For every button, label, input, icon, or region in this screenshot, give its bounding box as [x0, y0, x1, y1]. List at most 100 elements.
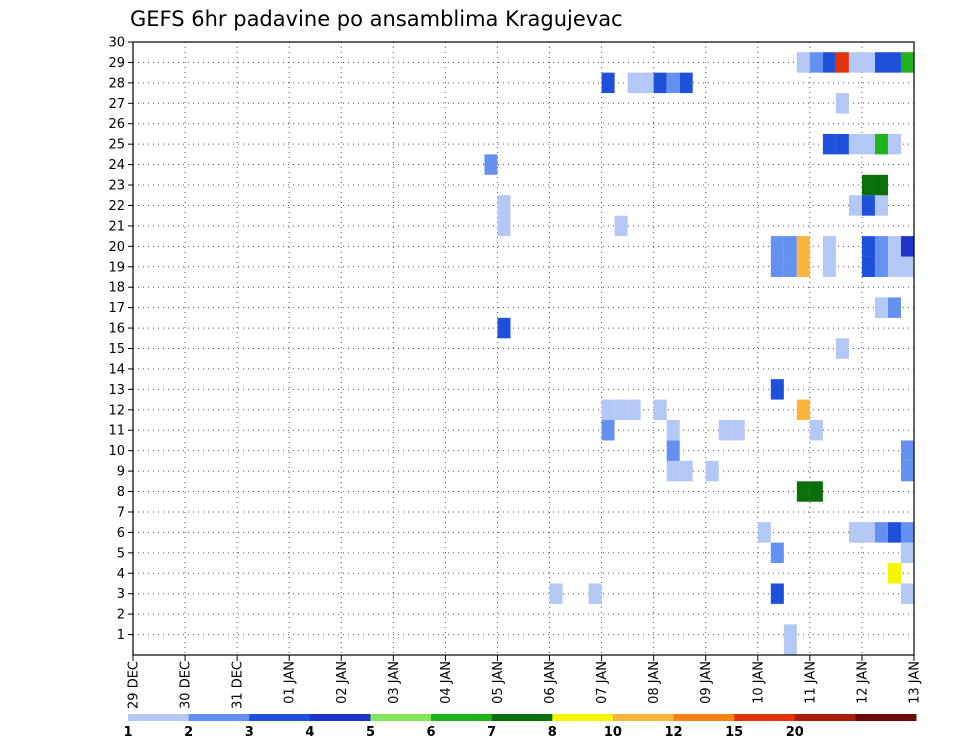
y-tick-label: 30: [108, 36, 125, 51]
x-tick-label: 30 DEC: [179, 661, 194, 709]
x-tick-label: 04 JAN: [439, 661, 454, 704]
legend-label: 7: [487, 725, 496, 740]
precip-cell: [783, 256, 797, 277]
precip-cell: [835, 338, 849, 359]
precip-cell: [640, 72, 654, 94]
y-tick-label: 4: [117, 567, 125, 582]
y-tick-label: 29: [108, 56, 125, 71]
y-tick-label: 24: [108, 158, 125, 173]
precip-cell: [861, 195, 875, 216]
precip-cell: [757, 522, 771, 543]
y-tick-label: 7: [117, 505, 125, 520]
precip-cell: [848, 133, 862, 155]
x-tick-label: 08 JAN: [647, 661, 662, 704]
legend-label: 10: [604, 725, 622, 740]
legend-swatch: [612, 714, 675, 721]
precip-cell: [835, 52, 849, 73]
y-tick-label: 9: [117, 465, 125, 480]
legend-label: 8: [548, 725, 557, 740]
precip-cell: [497, 317, 511, 339]
x-tick-label: 07 JAN: [595, 661, 610, 704]
y-tick-label: 26: [108, 117, 125, 132]
precip-cell: [900, 440, 914, 461]
x-tick-label: 13 JAN: [908, 661, 923, 704]
precip-cell: [874, 174, 888, 196]
precip-cell: [848, 52, 862, 73]
precip-cell: [627, 399, 641, 421]
precip-cell: [848, 522, 862, 543]
y-tick-label: 3: [117, 587, 125, 602]
legend-label: 1: [123, 725, 132, 740]
precip-cell: [887, 256, 901, 277]
precip-cell: [874, 256, 888, 277]
legend-swatch: [309, 714, 371, 721]
x-tick-label: 05 JAN: [491, 661, 506, 704]
precip-cell: [861, 52, 875, 73]
y-tick-label: 22: [108, 199, 125, 214]
y-tick-label: 14: [108, 362, 125, 377]
y-tick-label: 2: [117, 608, 125, 623]
precip-cell: [874, 297, 888, 318]
precip-cell: [861, 256, 875, 277]
chart-title: GEFS 6hr padavine po ansamblima Kragujev…: [130, 7, 623, 31]
legend-label: 5: [366, 725, 375, 740]
y-tick-label: 6: [117, 526, 125, 541]
precip-cell: [887, 52, 901, 73]
legend-swatch: [734, 714, 796, 721]
precip-cell: [809, 420, 823, 441]
y-tick-label: 20: [108, 240, 125, 255]
grid-lines: [133, 42, 914, 655]
precip-cell: [783, 644, 797, 655]
precip-cell: [861, 236, 875, 257]
precip-cell: [549, 583, 563, 604]
precip-cell: [887, 297, 901, 318]
precip-cell: [874, 133, 888, 155]
precip-cell: [783, 624, 797, 645]
precip-cell: [770, 583, 784, 604]
precip-cell: [666, 460, 680, 482]
legend-swatch: [673, 714, 735, 721]
precip-cell: [796, 236, 810, 257]
precip-cell: [900, 52, 914, 73]
precip-cell: [653, 399, 667, 421]
precip-cell: [796, 52, 810, 73]
precip-cell: [718, 420, 732, 441]
precip-cell: [783, 236, 797, 257]
precip-cell: [770, 236, 784, 257]
precip-cell: [887, 522, 901, 543]
precip-cell: [835, 133, 849, 155]
precip-cell: [900, 236, 914, 257]
precip-cell: [874, 195, 888, 216]
precip-cell: [770, 542, 784, 564]
legend-label: 20: [786, 725, 804, 740]
precip-cell: [796, 481, 810, 502]
precip-cell: [666, 420, 680, 441]
precip-cell: [705, 460, 719, 482]
legend-label: 3: [245, 725, 254, 740]
x-tick-label: 02 JAN: [335, 661, 350, 704]
precip-cell: [887, 133, 901, 155]
legend-swatch: [794, 714, 856, 721]
y-tick-label: 12: [108, 403, 125, 418]
y-tick-label: 5: [117, 546, 125, 561]
x-tick-label: 11 JAN: [803, 661, 818, 704]
precip-cell: [666, 440, 680, 461]
precip-cell: [900, 522, 914, 543]
legend-swatch: [188, 714, 250, 721]
y-tick-label: 25: [108, 138, 125, 153]
precip-cell: [614, 215, 628, 237]
legend-swatch: [491, 714, 553, 721]
y-tick-label: 17: [108, 301, 125, 316]
legend-swatch: [855, 714, 917, 721]
precip-cell: [796, 256, 810, 277]
precip-cell: [822, 256, 836, 277]
precip-cell: [679, 460, 693, 482]
legend-label: 12: [664, 725, 682, 740]
precip-cell: [770, 379, 784, 400]
precip-cell: [588, 583, 602, 604]
x-tick-label: 09 JAN: [699, 661, 714, 704]
y-tick-label: 21: [108, 219, 125, 234]
legend-label: 15: [725, 725, 743, 740]
precip-cell: [627, 72, 641, 94]
